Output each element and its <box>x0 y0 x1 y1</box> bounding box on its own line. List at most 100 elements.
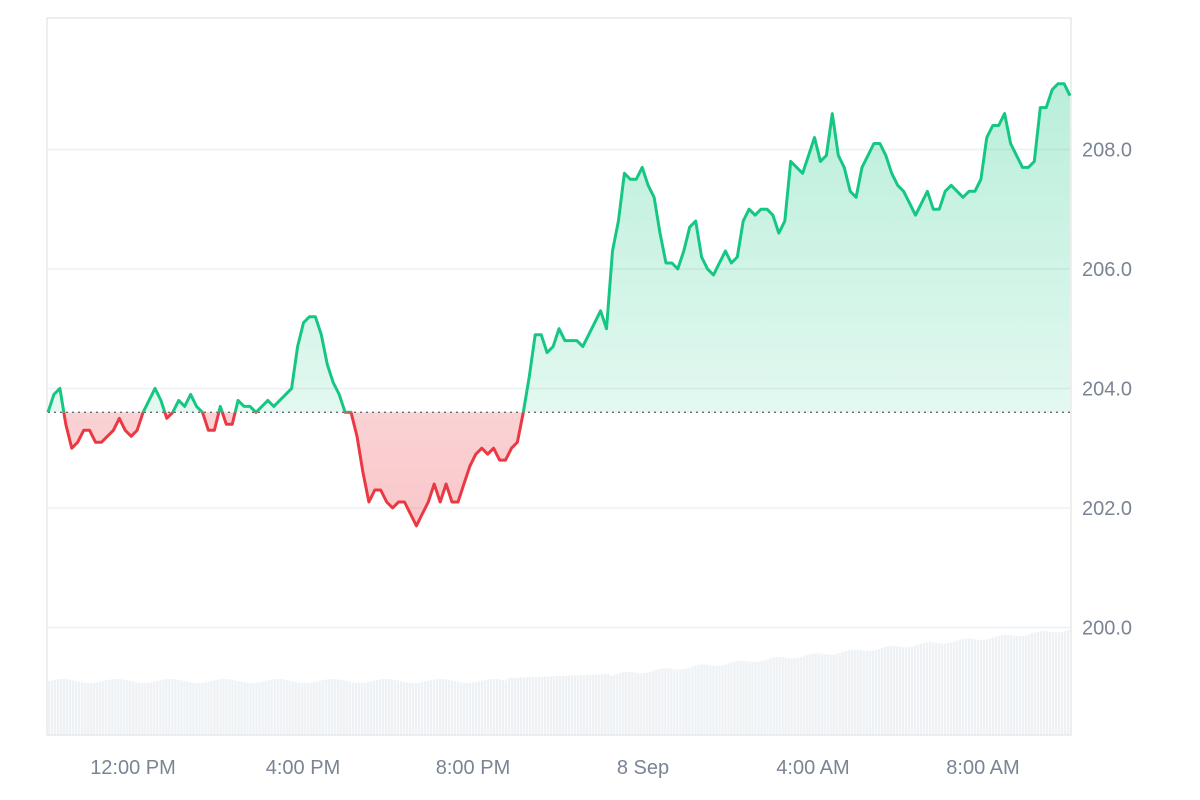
volume-bar <box>748 661 751 735</box>
volume-bar <box>219 679 222 735</box>
volume-bar <box>745 661 748 735</box>
volume-bar <box>78 681 81 735</box>
volume-bar <box>808 654 811 735</box>
volume-bar <box>330 679 333 735</box>
volume-bar <box>396 680 400 735</box>
volume-bar <box>1015 636 1019 735</box>
volume-bar <box>540 676 544 735</box>
volume-bar <box>679 669 682 735</box>
volume-bar <box>66 679 69 735</box>
volume-bar <box>841 652 844 735</box>
plot-frame <box>46 17 1072 736</box>
volume-bar <box>943 643 947 735</box>
volume-bar <box>123 679 126 735</box>
volume-bar <box>75 681 78 735</box>
volume-bar <box>958 639 962 735</box>
volume-bar <box>516 677 520 735</box>
volume-bar <box>946 643 950 735</box>
volume-bar <box>204 682 207 735</box>
volume-bar <box>132 681 135 735</box>
volume-bar <box>781 657 784 735</box>
volume-bar <box>393 679 397 735</box>
volume-bar <box>898 646 902 735</box>
volume-bar <box>141 682 144 735</box>
volume-bar <box>156 680 159 735</box>
volume-bar <box>1060 631 1064 735</box>
volume-bar <box>868 650 871 735</box>
volume-bar <box>288 680 291 735</box>
volume-bar <box>1039 631 1043 735</box>
volume-bar <box>595 674 598 735</box>
price-area-up <box>48 83 1070 413</box>
volume-bar <box>432 679 436 735</box>
volume-bar <box>264 680 267 735</box>
volume-bar <box>817 653 820 735</box>
volume-bar <box>444 679 448 735</box>
volume-bar <box>495 679 499 735</box>
volume-bar <box>1051 632 1055 735</box>
volume-bar <box>994 636 998 735</box>
volume-bar <box>327 679 330 735</box>
volume-bar <box>589 674 592 735</box>
volume-bar <box>57 679 60 735</box>
volume-bar <box>571 675 574 735</box>
volume-bar <box>537 676 541 735</box>
volume-bar <box>784 657 787 735</box>
volume-bar <box>546 676 550 735</box>
volume-bar <box>378 679 381 735</box>
volume-bar <box>562 675 565 735</box>
volume-bar <box>135 682 138 735</box>
x-tick-label: 8:00 PM <box>436 757 510 779</box>
volume-bar <box>1024 635 1028 735</box>
volume-bar <box>829 654 832 735</box>
volume-bar <box>465 682 469 735</box>
volume-bar <box>222 679 225 735</box>
volume-bar <box>682 669 685 735</box>
volume-bar <box>48 681 51 735</box>
volume-bar <box>697 664 700 735</box>
volume-bar <box>1066 630 1070 735</box>
volume-bar <box>483 680 487 735</box>
volume-bar <box>387 679 391 735</box>
volume-bar <box>531 677 535 735</box>
volume-bar <box>790 658 793 735</box>
volume-bar <box>522 677 526 735</box>
volume-bar <box>796 657 799 735</box>
volume-bar <box>87 682 90 735</box>
volume-bar <box>652 670 655 735</box>
volume-bar <box>435 679 439 735</box>
volume-bar <box>303 682 306 735</box>
volume-bar <box>195 682 198 735</box>
volume-bar <box>670 668 673 735</box>
volume-bar <box>69 679 72 735</box>
volume-bar <box>150 682 153 735</box>
volume-bar <box>580 675 583 735</box>
volume-bar <box>907 647 911 735</box>
volume-bar <box>309 682 312 735</box>
volume-bar <box>934 642 938 735</box>
volume-bar <box>486 679 490 735</box>
volume-bar <box>1003 634 1007 735</box>
volume-bar <box>577 675 580 735</box>
volume-bar <box>622 672 625 735</box>
volume-bar <box>480 680 484 735</box>
volume-bar <box>793 658 796 735</box>
volume-bar <box>739 660 742 735</box>
volume-bar <box>787 658 790 735</box>
volume-bar <box>928 642 932 735</box>
volume-bar <box>105 680 108 735</box>
volume-bar <box>234 680 237 735</box>
volume-bar <box>294 681 297 735</box>
volume-bar <box>721 665 724 735</box>
volume-bar <box>450 680 454 735</box>
volume-bar <box>883 646 886 735</box>
volume-bar <box>429 680 433 735</box>
volume-bar <box>805 655 808 735</box>
x-tick-label: 8 Sep <box>617 757 669 779</box>
volume-bar <box>973 639 977 735</box>
volume-bar <box>348 681 351 735</box>
volume-bar <box>676 669 679 735</box>
volume-bar <box>574 675 577 735</box>
volume-bar <box>703 664 706 735</box>
volume-bar <box>438 679 442 735</box>
